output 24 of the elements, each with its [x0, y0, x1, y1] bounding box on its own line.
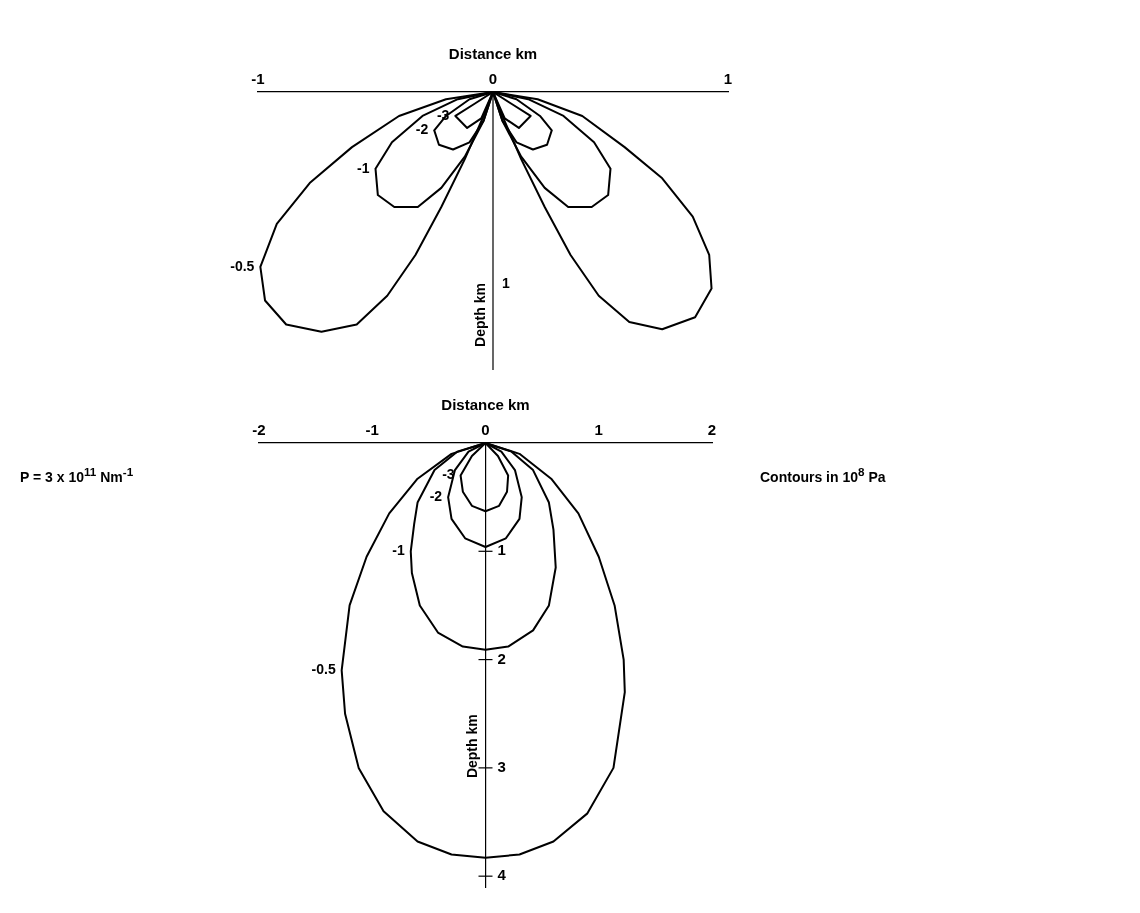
series-label: -1 [392, 542, 405, 559]
series-label: -0.5 [311, 661, 336, 678]
x-tick-label: -1 [251, 70, 265, 88]
y-tick-label: 4 [497, 866, 507, 884]
series-label: -2 [429, 488, 443, 505]
x-tick-label: 0 [481, 421, 490, 439]
text: P = 3 x 10$^{11}$ Nm$^{-1}$ [20, 465, 134, 485]
x-axis-title: Distance km [448, 45, 538, 63]
text: Contours in 10$^{8}$ Pa [760, 465, 886, 485]
x-tick-label: 1 [594, 421, 603, 439]
series-label: -0.5 [230, 257, 255, 274]
series-label: -1 [357, 159, 370, 176]
x-tick-label: -1 [365, 421, 379, 439]
y-tick-label: 1 [497, 541, 506, 559]
x-tick-label: 2 [707, 421, 717, 439]
y-tick-label: 2 [497, 649, 506, 667]
y-axis-title: Depth km [471, 283, 488, 347]
x-tick-label: 1 [723, 70, 733, 88]
x-axis-title: Distance km [441, 396, 530, 414]
series-label: -2 [415, 121, 429, 138]
y-axis-title: Depth km [464, 714, 481, 779]
x-tick-label: -2 [252, 421, 266, 439]
y-tick-label: 3 [497, 758, 506, 776]
x-tick-label: 0 [488, 70, 498, 88]
